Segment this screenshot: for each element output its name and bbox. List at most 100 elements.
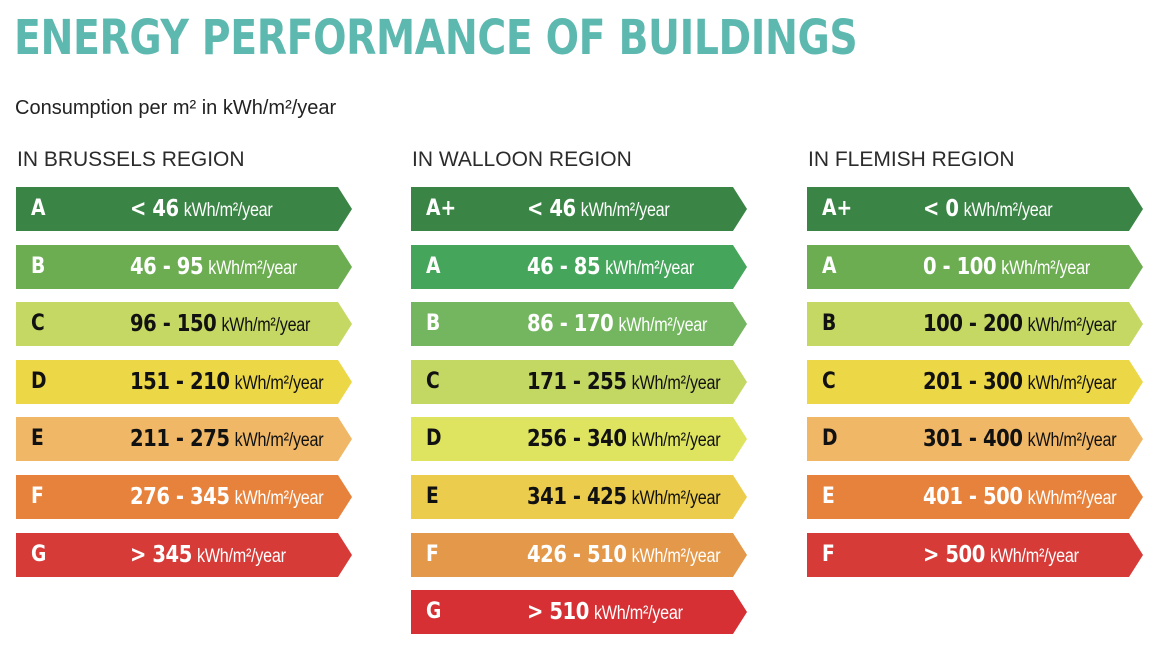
grade-label: C — [31, 311, 45, 336]
range-value: 46 - 95 — [130, 254, 204, 280]
range-text: 0 - 100 kWh/m²/year — [923, 245, 1090, 289]
region-brussels: IN BRUSSELS REGION A < 46 kWh/m²/year B 46 - … — [16, 148, 352, 577]
range-unit: kWh/m²/year — [1027, 373, 1117, 394]
rating-bar: B 46 - 95 kWh/m²/year — [16, 245, 352, 289]
range-value: < 46 — [527, 196, 576, 222]
range-text: 151 - 210 kWh/m²/year — [130, 360, 324, 404]
grade-label: D — [426, 426, 442, 451]
grade-label: F — [822, 542, 835, 567]
range-unit: kWh/m²/year — [234, 430, 324, 451]
range-value: > 345 — [130, 542, 192, 568]
range-text: 211 - 275 kWh/m²/year — [130, 417, 324, 461]
grade-label: A — [31, 196, 46, 221]
grade-label: E — [822, 484, 835, 509]
range-unit: kWh/m²/year — [963, 200, 1053, 221]
range-value: 426 - 510 — [527, 542, 627, 568]
range-value: 301 - 400 — [923, 426, 1023, 452]
range-unit: kWh/m²/year — [593, 603, 683, 624]
range-value: 256 - 340 — [527, 426, 627, 452]
rating-bar: F 426 - 510 kWh/m²/year — [411, 533, 747, 577]
range-value: 86 - 170 — [527, 311, 614, 337]
range-value: 201 - 300 — [923, 369, 1023, 395]
range-unit: kWh/m²/year — [1001, 258, 1090, 279]
range-text: 201 - 300 kWh/m²/year — [923, 360, 1117, 404]
rating-bar: C 201 - 300 kWh/m²/year — [807, 360, 1143, 404]
range-text: < 46 kWh/m²/year — [527, 187, 670, 231]
region-heading: IN WALLOON REGION — [412, 148, 632, 171]
rating-bar: E 341 - 425 kWh/m²/year — [411, 475, 747, 519]
range-text: 401 - 500 kWh/m²/year — [923, 475, 1117, 519]
rating-bar: F > 500 kWh/m²/year — [807, 533, 1143, 577]
rating-bar: D 256 - 340 kWh/m²/year — [411, 417, 747, 461]
range-value: 276 - 345 — [130, 484, 230, 510]
range-value: < 0 — [923, 196, 959, 222]
range-text: > 510 kWh/m²/year — [527, 590, 683, 634]
grade-label: E — [426, 484, 439, 509]
range-text: 426 - 510 kWh/m²/year — [527, 533, 721, 577]
region-flemish: IN FLEMISH REGION A+ < 0 kWh/m²/year A 0 - 10… — [807, 148, 1143, 577]
page-title: ENERGY PERFORMANCE OF BUILDINGS — [14, 10, 858, 66]
range-value: 341 - 425 — [527, 484, 627, 510]
range-value: 96 - 150 — [130, 311, 217, 337]
rating-bar: G > 510 kWh/m²/year — [411, 590, 747, 634]
grade-label: F — [426, 542, 439, 567]
range-text: 46 - 95 kWh/m²/year — [130, 245, 297, 289]
range-text: 96 - 150 kWh/m²/year — [130, 302, 310, 346]
rating-bar: C 96 - 150 kWh/m²/year — [16, 302, 352, 346]
range-text: 171 - 255 kWh/m²/year — [527, 360, 721, 404]
grade-label: A — [426, 254, 441, 279]
region-heading: IN FLEMISH REGION — [808, 148, 1015, 171]
range-unit: kWh/m²/year — [221, 315, 311, 336]
range-value: 171 - 255 — [527, 369, 627, 395]
grade-label: A+ — [822, 196, 853, 221]
range-unit: kWh/m²/year — [631, 430, 721, 451]
rating-bar: F 276 - 345 kWh/m²/year — [16, 475, 352, 519]
grade-label: F — [31, 484, 44, 509]
range-value: 0 - 100 — [923, 254, 997, 280]
range-unit: kWh/m²/year — [631, 373, 721, 394]
grade-label: D — [822, 426, 838, 451]
range-unit: kWh/m²/year — [580, 200, 670, 221]
grade-label: C — [822, 369, 836, 394]
grade-label: A+ — [426, 196, 457, 221]
rating-bar: A 46 - 85 kWh/m²/year — [411, 245, 747, 289]
range-value: 151 - 210 — [130, 369, 230, 395]
range-unit: kWh/m²/year — [1027, 430, 1117, 451]
rating-bar: A+ < 0 kWh/m²/year — [807, 187, 1143, 231]
range-text: 276 - 345 kWh/m²/year — [130, 475, 324, 519]
grade-label: B — [822, 311, 837, 336]
rating-bar: D 151 - 210 kWh/m²/year — [16, 360, 352, 404]
range-unit: kWh/m²/year — [631, 488, 721, 509]
range-value: 46 - 85 — [527, 254, 601, 280]
range-text: 301 - 400 kWh/m²/year — [923, 417, 1117, 461]
range-value: > 510 — [527, 599, 589, 625]
range-value: 100 - 200 — [923, 311, 1023, 337]
grade-label: C — [426, 369, 440, 394]
rating-bar: C 171 - 255 kWh/m²/year — [411, 360, 747, 404]
rating-bar: D 301 - 400 kWh/m²/year — [807, 417, 1143, 461]
range-text: < 46 kWh/m²/year — [130, 187, 273, 231]
range-text: 256 - 340 kWh/m²/year — [527, 417, 721, 461]
rating-bar: A < 46 kWh/m²/year — [16, 187, 352, 231]
region-heading: IN BRUSSELS REGION — [17, 148, 245, 171]
grade-label: B — [426, 311, 441, 336]
grade-label: D — [31, 369, 47, 394]
range-value: < 46 — [130, 196, 179, 222]
rating-bar: G > 345 kWh/m²/year — [16, 533, 352, 577]
range-unit: kWh/m²/year — [1027, 315, 1117, 336]
rating-bar: E 401 - 500 kWh/m²/year — [807, 475, 1143, 519]
range-text: 86 - 170 kWh/m²/year — [527, 302, 707, 346]
range-text: < 0 kWh/m²/year — [923, 187, 1053, 231]
range-value: > 500 — [923, 542, 985, 568]
range-unit: kWh/m²/year — [1027, 488, 1117, 509]
rating-bar: A 0 - 100 kWh/m²/year — [807, 245, 1143, 289]
range-text: 100 - 200 kWh/m²/year — [923, 302, 1117, 346]
grade-label: G — [31, 542, 47, 567]
rating-bar: A+ < 46 kWh/m²/year — [411, 187, 747, 231]
range-text: > 500 kWh/m²/year — [923, 533, 1079, 577]
range-value: 401 - 500 — [923, 484, 1023, 510]
grade-label: E — [31, 426, 44, 451]
range-unit: kWh/m²/year — [208, 258, 297, 279]
range-unit: kWh/m²/year — [618, 315, 708, 336]
rating-bar: B 86 - 170 kWh/m²/year — [411, 302, 747, 346]
